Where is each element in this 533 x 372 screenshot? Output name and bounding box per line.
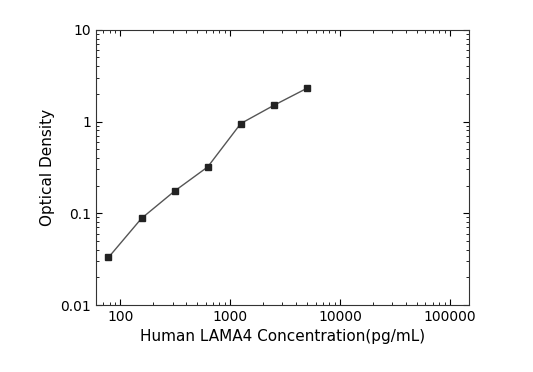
Y-axis label: Optical Density: Optical Density (40, 109, 55, 226)
X-axis label: Human LAMA4 Concentration(pg/mL): Human LAMA4 Concentration(pg/mL) (140, 330, 425, 344)
